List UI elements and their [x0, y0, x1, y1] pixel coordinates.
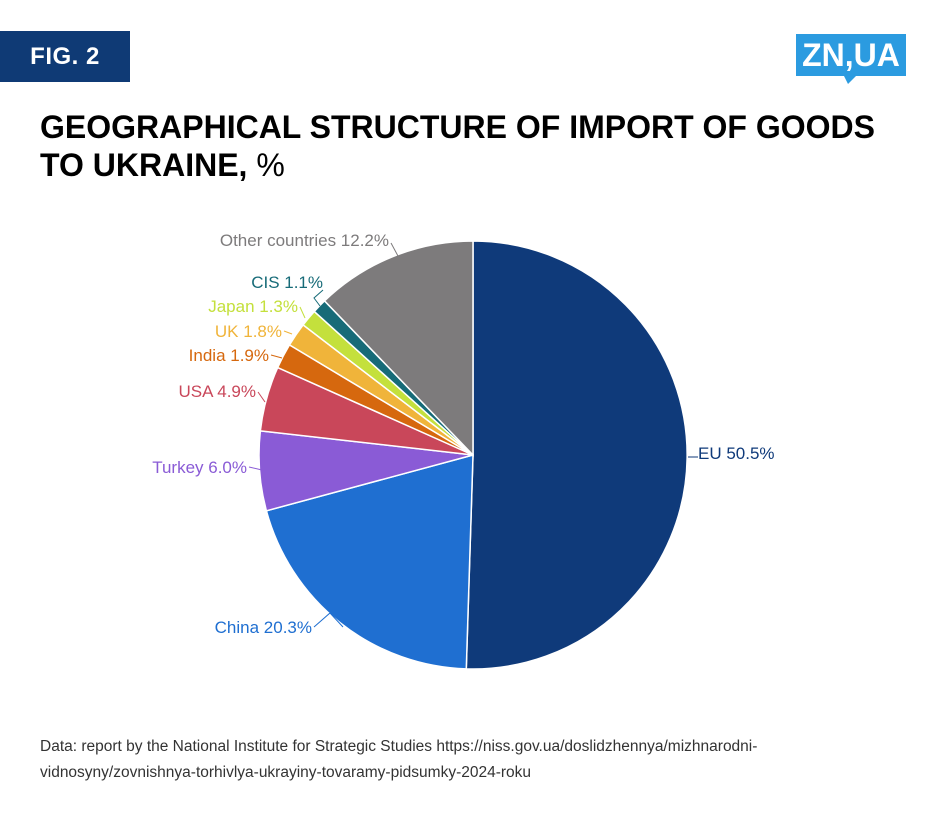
leader-line-turkey [248, 466, 263, 471]
slice-label-usa: USA 4.9% [179, 382, 257, 401]
leader-line-uk [283, 330, 293, 335]
logo-text: ZN,UA [802, 37, 900, 73]
leader-line-india [270, 354, 283, 359]
logo-speech-bubble [796, 34, 906, 84]
slice-label-japan: Japan 1.3% [208, 297, 298, 316]
leader-line-china [313, 612, 344, 628]
figure-number-badge: FIG. 2 [0, 31, 130, 82]
slice-label-india: India 1.9% [189, 346, 269, 365]
slice-label-china: China 20.3% [215, 618, 312, 637]
data-source-note: Data: report by the National Institute f… [40, 738, 758, 781]
slice-label-turkey: Turkey 6.0% [152, 458, 247, 477]
slice-label-cis: CIS 1.1% [251, 273, 323, 292]
slice-label-other-countries: Other countries 12.2% [220, 231, 389, 250]
leader-line-other-countries [390, 242, 399, 257]
leader-line-usa [257, 391, 266, 403]
slice-label-uk: UK 1.8% [215, 322, 282, 341]
pie-slice-china [265, 454, 474, 670]
leader-line-cis [313, 289, 324, 307]
slice-label-eu: EU 50.5% [698, 444, 775, 463]
chart-title: GEOGRAPHICAL STRUCTURE OF IMPORT OF GOOD… [40, 108, 910, 184]
leader-line-japan [299, 306, 306, 319]
figure-number-label: FIG. 2 [30, 42, 100, 70]
zn-ua-logo: ZN,UA [796, 34, 906, 84]
chart-title-main: GEOGRAPHICAL STRUCTURE OF IMPORT OF GOOD… [40, 109, 875, 183]
chart-title-unit: % [256, 147, 285, 183]
pie-slice-other-countries [323, 240, 474, 457]
pie-slice-eu [465, 240, 688, 670]
